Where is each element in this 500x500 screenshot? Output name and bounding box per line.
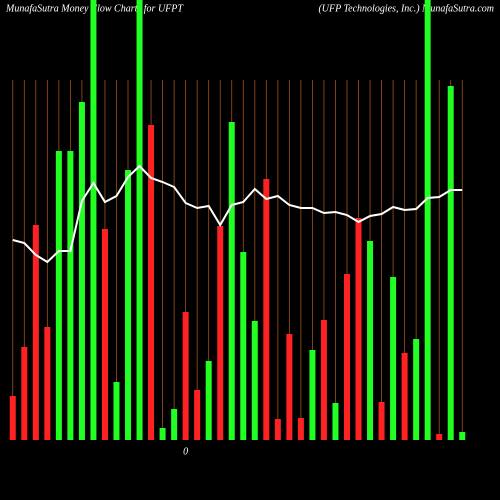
bar — [459, 432, 466, 440]
bar — [263, 179, 270, 440]
bar — [148, 125, 155, 440]
bar — [21, 347, 28, 440]
bar — [44, 327, 51, 440]
bar — [171, 409, 178, 440]
bar — [205, 361, 212, 440]
bar — [286, 334, 293, 440]
bar — [378, 402, 385, 440]
bar — [401, 353, 408, 440]
bar — [390, 277, 397, 440]
bar — [367, 241, 374, 440]
bar — [320, 320, 327, 440]
bar — [136, 0, 143, 440]
money-flow-line — [12, 164, 463, 264]
bar — [55, 151, 62, 440]
bar — [447, 86, 454, 440]
bar — [343, 274, 350, 440]
bar — [228, 122, 235, 440]
bar — [240, 252, 247, 440]
bar — [113, 382, 120, 440]
bar — [125, 170, 132, 440]
bar — [309, 350, 316, 440]
bar — [90, 0, 97, 440]
bar — [159, 428, 166, 440]
bar — [413, 339, 420, 440]
bar — [9, 396, 16, 440]
bar — [217, 226, 224, 440]
chart-subtitle: (UFP Technologies, Inc.) MunafaSutra.com — [318, 3, 494, 14]
bar — [274, 419, 281, 440]
bar — [251, 321, 258, 440]
bar — [32, 225, 39, 440]
bar — [67, 151, 74, 440]
bar — [101, 229, 108, 440]
bar — [332, 403, 339, 440]
bar — [436, 434, 443, 440]
bar — [424, 0, 431, 440]
bar — [355, 218, 362, 440]
bar — [78, 102, 85, 440]
bar — [297, 418, 304, 440]
bar — [182, 312, 189, 440]
annotation: 0 — [183, 446, 188, 457]
bar — [194, 390, 201, 440]
